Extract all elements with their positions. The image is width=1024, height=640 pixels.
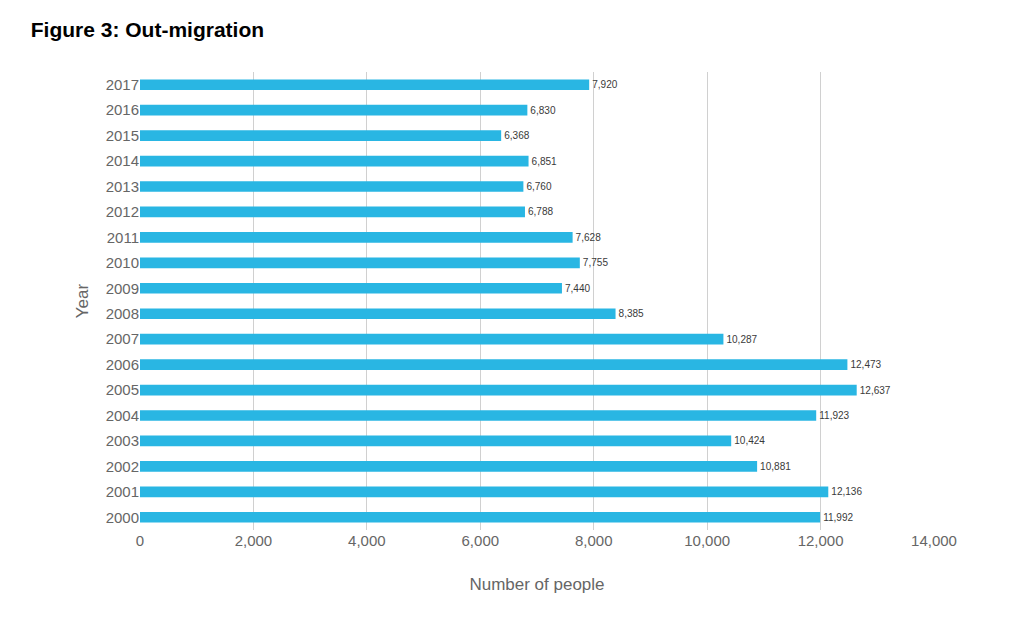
svg-text:12,136: 12,136 xyxy=(831,486,862,497)
svg-text:0: 0 xyxy=(136,532,144,549)
svg-text:12,637: 12,637 xyxy=(860,385,891,396)
svg-text:2009: 2009 xyxy=(106,280,139,297)
svg-text:2011: 2011 xyxy=(107,229,139,246)
svg-text:2003: 2003 xyxy=(106,432,139,449)
svg-text:2004: 2004 xyxy=(106,407,139,424)
svg-text:12,473: 12,473 xyxy=(850,359,881,370)
svg-text:10,881: 10,881 xyxy=(760,461,791,472)
svg-text:10,424: 10,424 xyxy=(734,435,765,446)
svg-text:7,920: 7,920 xyxy=(592,79,618,90)
svg-text:4,000: 4,000 xyxy=(348,532,386,549)
svg-text:2015: 2015 xyxy=(106,127,139,144)
svg-text:7,755: 7,755 xyxy=(583,257,609,268)
svg-text:2013: 2013 xyxy=(106,178,139,195)
svg-text:2007: 2007 xyxy=(106,330,139,347)
svg-text:6,788: 6,788 xyxy=(528,206,554,217)
svg-text:2014: 2014 xyxy=(106,152,139,169)
svg-text:6,830: 6,830 xyxy=(530,105,556,116)
svg-text:11,923: 11,923 xyxy=(819,410,849,421)
svg-text:10,000: 10,000 xyxy=(684,532,730,549)
svg-text:8,385: 8,385 xyxy=(619,308,645,319)
svg-text:2006: 2006 xyxy=(106,356,139,373)
svg-text:7,440: 7,440 xyxy=(565,283,591,294)
svg-text:6,368: 6,368 xyxy=(504,130,530,141)
svg-text:Figure 3: Out-migration: Figure 3: Out-migration xyxy=(31,18,264,41)
svg-text:2016: 2016 xyxy=(106,101,139,118)
svg-text:2005: 2005 xyxy=(106,381,139,398)
svg-text:2017: 2017 xyxy=(106,76,139,93)
svg-text:6,851: 6,851 xyxy=(532,156,558,167)
svg-text:2002: 2002 xyxy=(106,458,139,475)
svg-text:Year: Year xyxy=(73,283,92,318)
svg-text:14,000: 14,000 xyxy=(911,532,957,549)
svg-text:8,000: 8,000 xyxy=(575,532,613,549)
svg-text:2008: 2008 xyxy=(106,305,139,322)
svg-text:6,760: 6,760 xyxy=(526,181,552,192)
svg-text:2012: 2012 xyxy=(106,203,139,220)
svg-text:2001: 2001 xyxy=(106,483,139,500)
svg-text:7,628: 7,628 xyxy=(576,232,602,243)
svg-text:2000: 2000 xyxy=(106,509,139,526)
svg-text:10,287: 10,287 xyxy=(726,334,757,345)
svg-text:11,992: 11,992 xyxy=(823,512,853,523)
svg-text:2010: 2010 xyxy=(106,254,139,271)
svg-text:2,000: 2,000 xyxy=(235,532,273,549)
svg-text:Number of people: Number of people xyxy=(469,575,604,594)
svg-text:12,000: 12,000 xyxy=(798,532,844,549)
svg-text:6,000: 6,000 xyxy=(462,532,500,549)
